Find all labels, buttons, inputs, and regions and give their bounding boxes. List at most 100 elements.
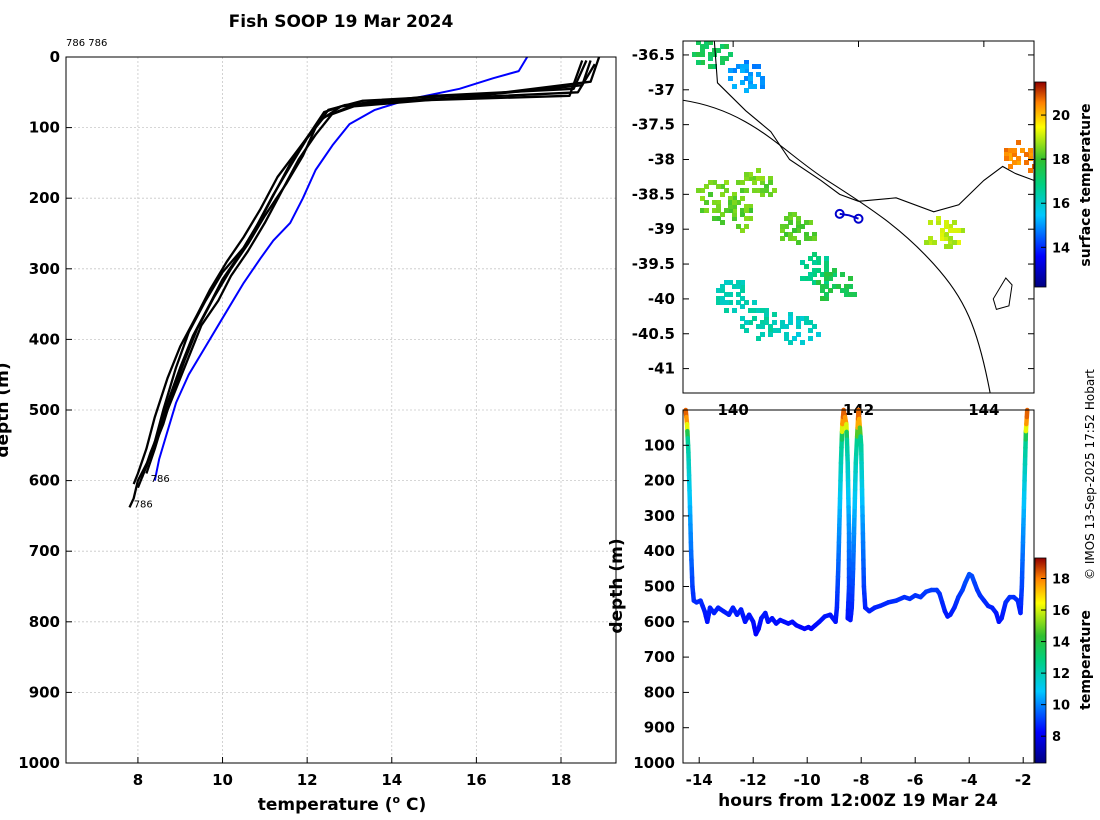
sst-pixel (808, 320, 813, 325)
x-tick-label: 10 (212, 771, 233, 789)
profile-annotations: 786 786 (134, 474, 170, 510)
sst-pixel (740, 304, 745, 309)
sst-pixel (848, 284, 853, 289)
sst-pixel (756, 176, 761, 181)
sst-pixel (780, 224, 785, 229)
sst-pixel (796, 316, 801, 321)
sst-pixel (744, 76, 749, 81)
x-tick-label: 18 (551, 771, 572, 789)
sst-pixel (808, 328, 813, 333)
sst-pixel (844, 284, 849, 289)
sst-pixel (832, 272, 837, 277)
sst-pixel (728, 204, 733, 209)
sst-pixel (748, 320, 753, 325)
time-tick-label: -12 (740, 771, 767, 789)
sst-pixel (756, 336, 761, 341)
sst-pixel (824, 264, 829, 269)
sst-pixel (732, 208, 737, 213)
y-tick-label: 100 (29, 119, 60, 137)
sst-pixel (824, 284, 829, 289)
sst-pixel (1028, 148, 1033, 153)
sst-pixel (956, 228, 961, 233)
sst-pixel (784, 224, 789, 229)
sst-pixel (716, 216, 721, 221)
sst-pixel (1024, 160, 1029, 165)
sst-pixel (716, 208, 721, 213)
sst-pixel (824, 272, 829, 277)
sst-pixel (720, 220, 725, 225)
sst-pixel (744, 60, 749, 65)
sst-pixel (784, 332, 789, 337)
sst-pixel (716, 204, 721, 209)
sst-pixel (764, 184, 769, 189)
credit-text: © IMOS 13-Sep-2025 17:52 Hobart (1083, 369, 1097, 580)
sst-pixel (744, 208, 749, 213)
sst-pixel (724, 44, 729, 49)
sst-pixel (956, 240, 961, 245)
depth-tick-label: 200 (644, 472, 675, 490)
sst-pixel (752, 64, 757, 69)
sst-pixel (716, 300, 721, 305)
sst-pixel (808, 276, 813, 281)
sst-pixel (924, 240, 929, 245)
profile-line (132, 63, 596, 485)
sst-pixel (732, 196, 737, 201)
sst-pixel (740, 296, 745, 301)
sst-pixel (760, 324, 765, 329)
sst-pixel (1028, 168, 1033, 173)
sst-pixel (840, 288, 845, 293)
sst-pixel (804, 320, 809, 325)
sst-pixel (824, 260, 829, 265)
sst-pixel (792, 228, 797, 233)
sst-pixel (936, 216, 941, 221)
sst-pixel (784, 336, 789, 341)
time-depth-series (683, 407, 1030, 637)
sst-pixel (940, 236, 945, 241)
y-tick-label: 400 (29, 330, 60, 348)
sst-pixel (724, 56, 729, 61)
sst-pixel (820, 296, 825, 301)
sst-pixel (948, 236, 953, 241)
sst-pixel (692, 52, 697, 57)
sst-pixel (700, 60, 705, 65)
sst-pixel (812, 324, 817, 329)
sst-pixel (960, 228, 965, 233)
x-tick-label: 8 (133, 771, 143, 789)
sst-pixel (776, 328, 781, 333)
sst-pixel (740, 188, 745, 193)
time-tick-label: -6 (907, 771, 924, 789)
sst-pixel (832, 284, 837, 289)
sst-pixel (712, 208, 717, 213)
sst-pixel (728, 292, 733, 297)
sst-pixel (752, 188, 757, 193)
sst-pixel (700, 208, 705, 213)
sst-pixel (740, 324, 745, 329)
sst-pixel (700, 52, 705, 57)
sst-pixel (816, 332, 821, 337)
sst-pixel (948, 224, 953, 229)
sst-pixel (752, 300, 757, 305)
sst-pixel (828, 272, 833, 277)
profile-location-marker (853, 213, 864, 224)
sst-pixel (720, 44, 725, 49)
sst-pixel (800, 340, 805, 345)
depth-tick-label: 0 (665, 401, 675, 419)
sst-map: -36.5 -37 -37.5 -38 -38.5 -39 -39.5 -40 -40.5 -41… (632, 40, 1035, 419)
sst-pixel (744, 172, 749, 177)
sst-pixel (792, 236, 797, 241)
sst-pixel (772, 328, 777, 333)
profile-end-label: 786 (151, 474, 170, 485)
sst-pixel (712, 52, 717, 57)
sst-pixel (752, 316, 757, 321)
sst-pixel (812, 268, 817, 273)
sst-pixel (844, 292, 849, 297)
sst-pixel (712, 200, 717, 205)
sst-pixel (824, 256, 829, 261)
sst-pixel (812, 252, 817, 257)
sst-pixel (720, 56, 725, 61)
sst-pixel (768, 176, 773, 181)
sst-pixel (796, 220, 801, 225)
lat-tick-label: -40.5 (632, 325, 675, 343)
sst-pixel (752, 176, 757, 181)
sst-pixel (1024, 152, 1029, 157)
